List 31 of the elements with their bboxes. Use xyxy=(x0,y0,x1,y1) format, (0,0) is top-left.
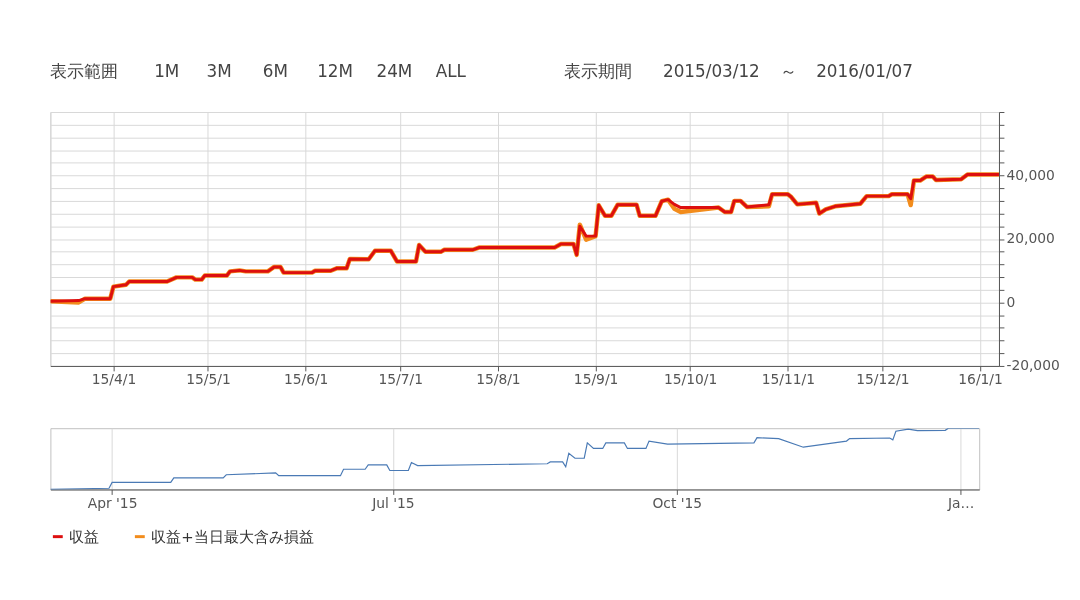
text: 6M xyxy=(262,61,288,82)
x-tick-label: 15/5/1 xyxy=(186,371,231,388)
x-tick-label: Oct '15 xyxy=(652,494,703,511)
x-tick-label: 15/12/1 xyxy=(856,371,910,388)
x-tick-label: 15/9/1 xyxy=(573,371,619,388)
x-tick-label: Apr '15 xyxy=(87,494,138,511)
y-tick-label: 40,000 xyxy=(1006,166,1055,183)
text: 2016/01/07 xyxy=(816,61,913,82)
y-tick-label: 0 xyxy=(1006,293,1016,310)
x-tick-label: 15/10/1 xyxy=(663,371,718,388)
x-tick-label: 16/1/1 xyxy=(958,371,1003,388)
text: 2015/03/12 xyxy=(663,61,760,82)
text: ALL xyxy=(435,61,467,82)
text: 表示期間 xyxy=(564,61,633,82)
text: ～ xyxy=(779,61,797,82)
text: 3M xyxy=(206,61,232,82)
text: 12M xyxy=(317,61,354,82)
legend-label: 収益 xyxy=(69,527,100,545)
x-tick-label: 15/8/1 xyxy=(476,371,521,388)
y-tick-label: 20,000 xyxy=(1006,230,1055,247)
text: 表示範囲 xyxy=(50,61,119,82)
x-tick-label: Jul '15 xyxy=(371,494,415,511)
text: 24M xyxy=(376,61,413,82)
legend-label: 収益+当日最大含み損益 xyxy=(151,527,314,545)
y-tick-label: -20,000 xyxy=(1006,357,1060,374)
x-tick-label: 15/11/1 xyxy=(761,371,815,388)
x-tick-label: 15/6/1 xyxy=(283,371,329,388)
x-tick-label: Ja… xyxy=(947,494,975,511)
x-tick-label: 15/7/1 xyxy=(378,371,423,388)
text: 1M xyxy=(154,61,180,82)
x-tick-label: 15/4/1 xyxy=(91,371,137,388)
